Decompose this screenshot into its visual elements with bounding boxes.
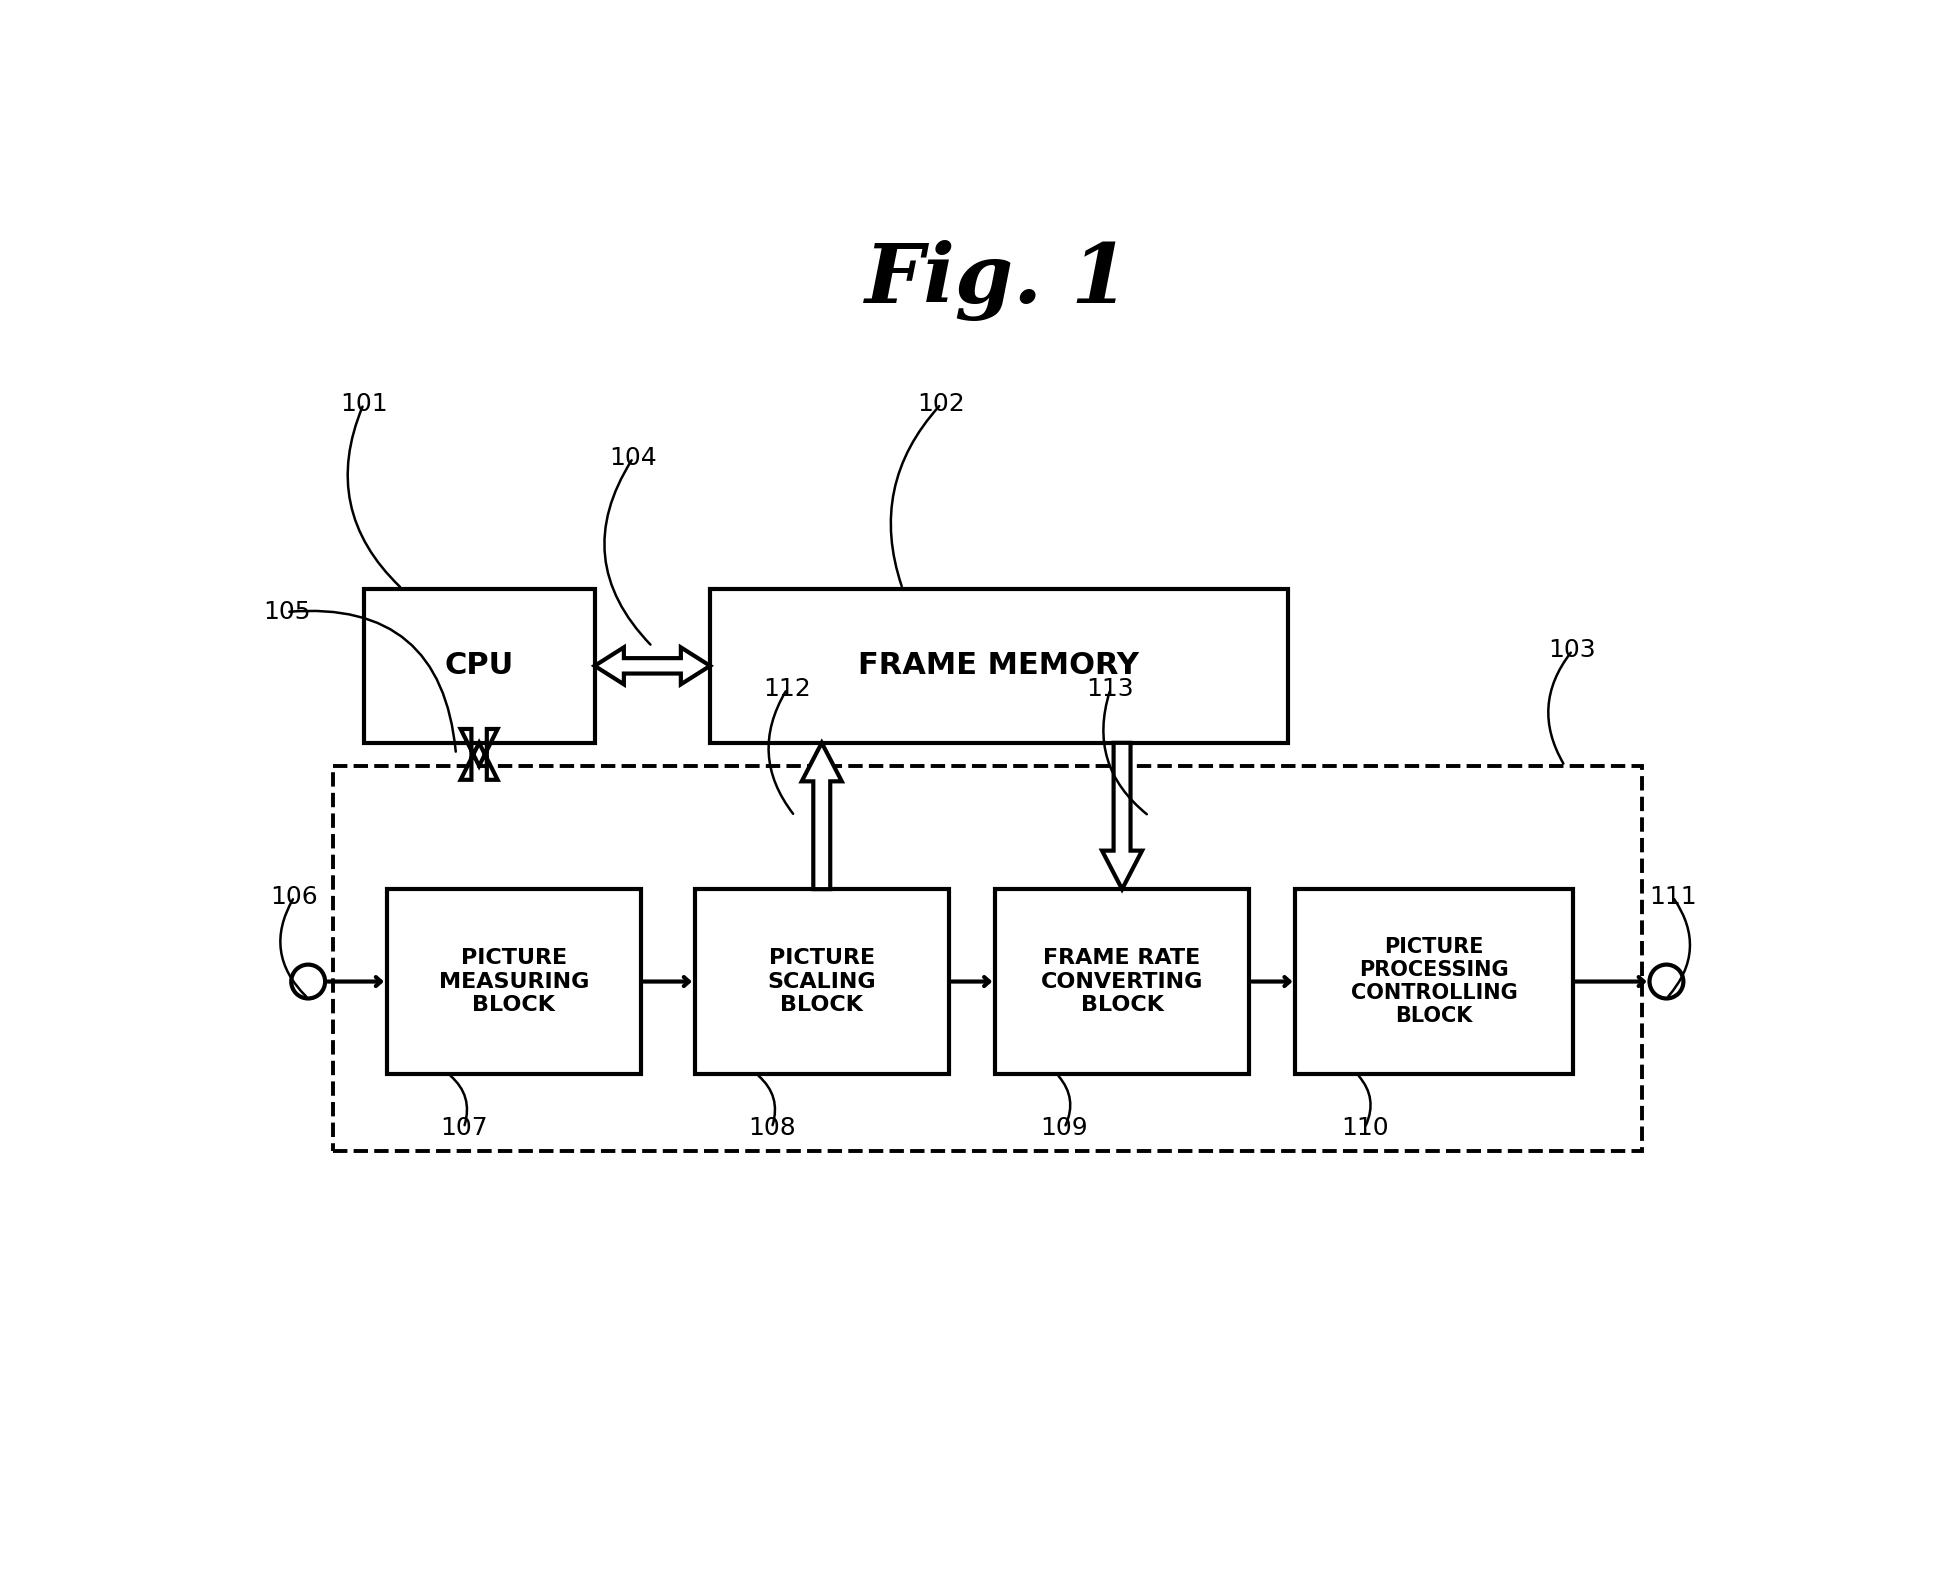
Text: PICTURE
PROCESSING
CONTROLLING
BLOCK: PICTURE PROCESSING CONTROLLING BLOCK <box>1351 937 1518 1026</box>
Text: 103: 103 <box>1549 638 1596 662</box>
Text: 111: 111 <box>1648 884 1697 908</box>
Polygon shape <box>1101 742 1142 889</box>
Text: FRAME RATE
CONVERTING
BLOCK: FRAME RATE CONVERTING BLOCK <box>1041 948 1203 1015</box>
Bar <box>1296 889 1572 1074</box>
Circle shape <box>1650 964 1683 999</box>
Bar <box>333 766 1642 1151</box>
Text: 113: 113 <box>1086 677 1135 701</box>
Text: PICTURE
SCALING
BLOCK: PICTURE SCALING BLOCK <box>767 948 876 1015</box>
Text: 101: 101 <box>341 393 387 417</box>
Text: CPU: CPU <box>444 651 514 680</box>
Text: PICTURE
MEASURING
BLOCK: PICTURE MEASURING BLOCK <box>438 948 590 1015</box>
Bar <box>364 589 595 742</box>
Text: 105: 105 <box>263 600 309 624</box>
Text: 108: 108 <box>747 1116 796 1140</box>
Text: 107: 107 <box>440 1116 488 1140</box>
Bar <box>387 889 640 1074</box>
Text: 104: 104 <box>609 445 658 469</box>
Bar <box>994 889 1249 1074</box>
Text: 102: 102 <box>917 393 965 417</box>
Text: 106: 106 <box>270 884 319 908</box>
Text: 112: 112 <box>763 677 811 701</box>
Text: Fig. 1: Fig. 1 <box>864 241 1131 321</box>
Polygon shape <box>802 742 843 889</box>
Text: FRAME MEMORY: FRAME MEMORY <box>858 651 1138 680</box>
Polygon shape <box>461 729 498 780</box>
Bar <box>695 889 950 1074</box>
Bar <box>710 589 1288 742</box>
Text: 109: 109 <box>1041 1116 1088 1140</box>
Circle shape <box>292 964 325 999</box>
Text: 110: 110 <box>1341 1116 1387 1140</box>
Polygon shape <box>595 648 710 685</box>
